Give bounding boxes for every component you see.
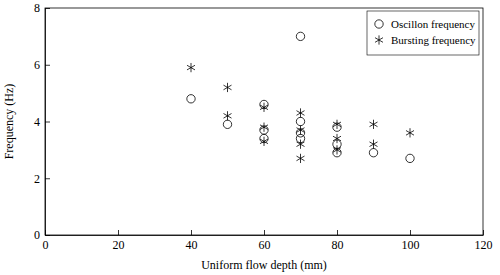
tick-mark [118, 230, 119, 235]
tick-mark [45, 235, 50, 236]
tick-label: 0 [43, 238, 49, 252]
point [333, 145, 341, 154]
point [296, 32, 304, 40]
legend-label: Bursting frequency [391, 34, 476, 46]
tick-mark [264, 230, 265, 235]
tick-label: 120 [475, 238, 493, 252]
tick-label: 4 [34, 115, 40, 129]
point [260, 123, 268, 132]
tick: 80 [332, 230, 344, 252]
tick-label: 80 [332, 238, 344, 252]
point [333, 120, 341, 129]
x-axis-title: Uniform flow depth (mm) [201, 258, 327, 272]
plot: 0 20 40 60 80 100 120 0 2 4 6 8 [34, 1, 493, 251]
tick: 40 [186, 230, 198, 252]
tick-mark [191, 230, 192, 235]
y-axis: 0 2 4 6 8 [34, 1, 50, 242]
point [296, 140, 304, 149]
point [296, 125, 304, 134]
point [369, 149, 377, 157]
point [187, 95, 195, 103]
point [296, 108, 304, 117]
point [223, 111, 231, 120]
point [187, 63, 195, 72]
point [223, 120, 231, 128]
tick: 20 [113, 230, 125, 252]
point [333, 134, 341, 143]
tick: 8 [34, 1, 50, 15]
tick-label: 6 [34, 58, 40, 72]
tick-label: 20 [113, 238, 125, 252]
tick-label: 0 [34, 228, 40, 242]
tick-mark [45, 65, 50, 66]
series [187, 63, 414, 163]
point [296, 117, 304, 125]
legend-label: Oscillon frequency [391, 18, 475, 30]
tick: 2 [34, 172, 50, 186]
tick: 0 [34, 228, 50, 242]
tick-label: 2 [34, 172, 40, 186]
tick-label: 100 [402, 238, 420, 252]
point [369, 120, 377, 129]
tick-mark [45, 8, 50, 9]
tick-mark [410, 230, 411, 235]
legend-marker [375, 35, 383, 44]
legend-frame [367, 11, 479, 55]
tick: 120 [475, 230, 493, 252]
chart: 0 20 40 60 80 100 120 0 2 4 6 8 Uniform flow depth (… [0, 0, 500, 275]
tick-label: 8 [34, 1, 40, 15]
point [369, 140, 377, 149]
tick: 4 [34, 115, 50, 129]
tick-mark [45, 178, 50, 179]
x-axis: 0 20 40 60 80 100 120 [43, 230, 493, 252]
point [223, 83, 231, 92]
tick: 100 [402, 230, 420, 252]
point [406, 154, 414, 162]
tick: 6 [34, 58, 50, 72]
tick-mark [45, 122, 50, 123]
point [260, 103, 268, 112]
point [296, 154, 304, 163]
tick-label: 60 [259, 238, 271, 252]
plot-frame [45, 8, 483, 235]
legend-marker [375, 20, 383, 28]
tick-mark [337, 230, 338, 235]
point [260, 137, 268, 146]
tick-mark [483, 230, 484, 235]
point [406, 128, 414, 137]
tick-label: 40 [186, 238, 198, 252]
legend: Oscillon frequency Bursting frequency [367, 11, 479, 55]
tick: 60 [259, 230, 271, 252]
x-axis-line [46, 235, 484, 236]
y-axis-title: Frequency (Hz) [2, 84, 16, 160]
